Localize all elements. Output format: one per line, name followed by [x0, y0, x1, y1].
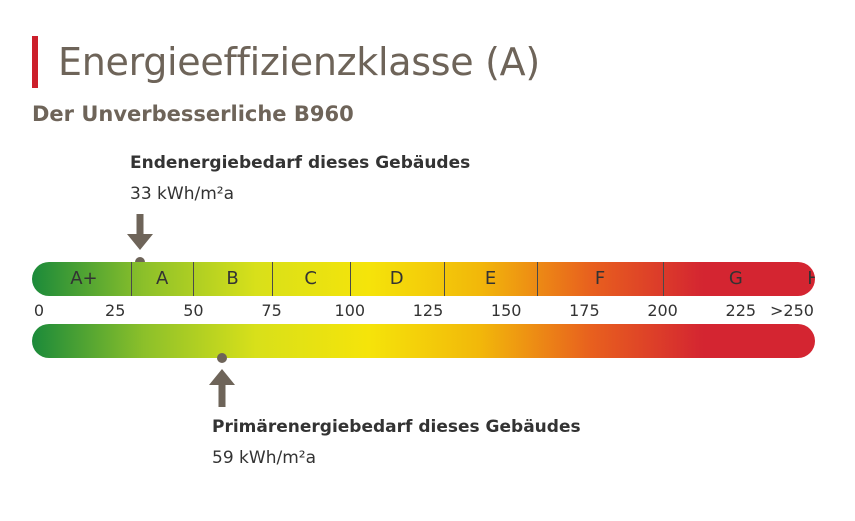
building-name: Der Unverbesserliche B960: [32, 102, 354, 126]
up-arrow-icon: [208, 369, 235, 407]
class-divider: [193, 262, 195, 296]
class-label-d: D: [389, 268, 404, 289]
energy-gradient-bar: [32, 324, 815, 358]
class-label-f: F: [594, 268, 606, 289]
scale-tick-label: 75: [261, 301, 282, 320]
class-divider: [443, 262, 445, 296]
efficiency-class-bar: A+ A B C D E F G H: [32, 262, 815, 296]
class-divider: [349, 262, 351, 296]
up-arrow-shaft: [218, 383, 226, 407]
primary-energy-value: 59 kWh/m²a: [212, 448, 316, 468]
class-divider: [130, 262, 132, 296]
end-energy-value: 33 kWh/m²a: [130, 184, 234, 204]
scale-tick-label: 125: [412, 301, 444, 320]
scale-tick-label: 225: [725, 301, 757, 320]
scale-tick-label: 100: [334, 301, 366, 320]
scale-tick-label: 150: [490, 301, 522, 320]
class-divider: [537, 262, 539, 296]
class-divider: [662, 262, 664, 296]
scale-tick-label: 50: [183, 301, 204, 320]
down-arrow-head: [127, 234, 154, 250]
page-title: Energieeffizienzklasse (A): [58, 40, 540, 84]
class-label-a: A: [155, 268, 169, 289]
class-label-e: E: [484, 268, 497, 289]
scale-tick-label: 0: [33, 301, 45, 320]
class-label-c: C: [304, 268, 317, 289]
class-label-a-plus: A+: [70, 268, 98, 289]
scale-tick-label: 200: [647, 301, 678, 320]
primary-energy-title: Primärenergiebedarf dieses Gebäudes: [212, 417, 581, 437]
up-arrow-head: [208, 369, 235, 385]
scale-tick-label: 25: [105, 301, 126, 320]
primary-energy-marker: [216, 353, 227, 363]
title-accent-bar: [32, 36, 38, 88]
down-arrow-shaft: [136, 214, 144, 236]
class-divider: [271, 262, 273, 296]
class-label-h: H: [807, 268, 815, 289]
scale-tick-label: >250: [770, 301, 814, 320]
scale-tick-label: 175: [569, 301, 600, 320]
down-arrow-icon: [127, 214, 154, 250]
class-label-g: G: [728, 268, 743, 289]
class-label-b: B: [226, 268, 239, 289]
end-energy-title: Endenergiebedarf dieses Gebäudes: [130, 153, 471, 173]
class-bar-fill: [32, 262, 815, 296]
